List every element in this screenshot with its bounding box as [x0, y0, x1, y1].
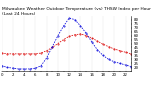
Text: Milwaukee Weather Outdoor Temperature (vs) THSW Index per Hour (Last 24 Hours): Milwaukee Weather Outdoor Temperature (v…	[2, 7, 150, 16]
